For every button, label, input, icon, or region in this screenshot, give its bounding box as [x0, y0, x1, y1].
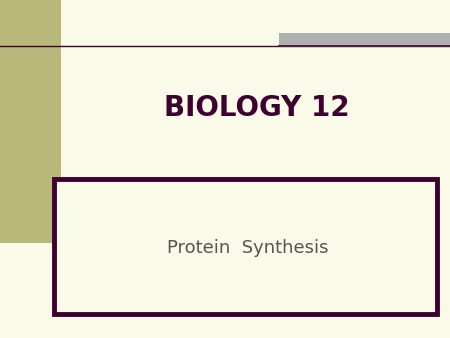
Text: Protein  Synthesis: Protein Synthesis: [167, 239, 328, 258]
Bar: [54, 179, 436, 314]
Bar: [0, 0, 61, 243]
Text: BIOLOGY 12: BIOLOGY 12: [164, 94, 349, 122]
Bar: [279, 33, 450, 47]
